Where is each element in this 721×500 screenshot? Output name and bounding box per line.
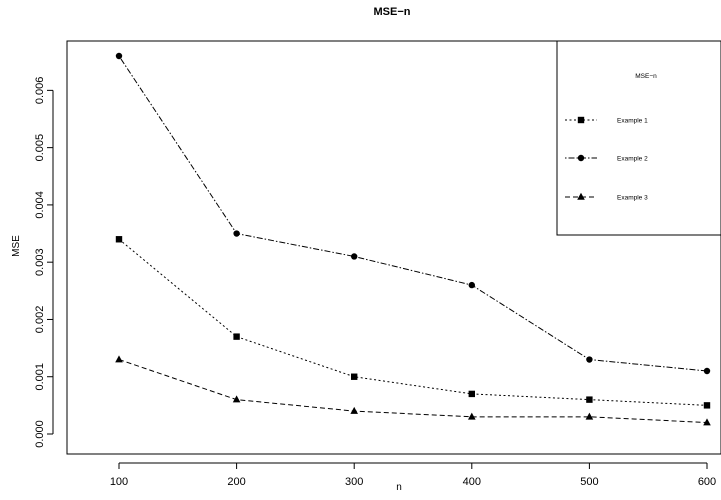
series-2 xyxy=(115,52,711,375)
y-tick-label: 0.003 xyxy=(34,248,46,276)
data-point xyxy=(468,281,475,289)
y-tick-label: 0.004 xyxy=(34,191,46,219)
data-point xyxy=(703,402,711,409)
data-point xyxy=(115,52,123,60)
legend-box xyxy=(556,40,721,236)
data-point xyxy=(703,418,711,426)
legend-item: Example 1 xyxy=(565,116,648,125)
series-line xyxy=(118,238,708,406)
x-tick-label: 200 xyxy=(227,476,245,488)
series-1 xyxy=(115,236,711,409)
x-tick-label: 600 xyxy=(698,476,716,488)
x-tick-label: 300 xyxy=(345,476,363,488)
legend-label: Example 3 xyxy=(617,195,648,202)
data-point xyxy=(585,412,594,420)
data-point xyxy=(468,390,475,398)
y-axis-label: MSE xyxy=(11,235,22,257)
y-tick-label: 0.006 xyxy=(34,77,46,105)
plot-frame xyxy=(66,40,721,455)
data-point xyxy=(586,396,593,403)
series-line xyxy=(118,359,708,424)
x-axis-label: n xyxy=(396,482,402,493)
y-tick-label: 0.001 xyxy=(34,363,46,391)
y-tick-label: 0.000 xyxy=(34,420,46,448)
data-point xyxy=(586,356,593,363)
y-tick-label: 0.002 xyxy=(34,306,46,334)
x-tick-label: 500 xyxy=(580,476,598,488)
data-point xyxy=(115,236,123,243)
x-tick-label: 400 xyxy=(463,476,481,488)
x-axis: 100 200 300 400 500 600 xyxy=(110,462,716,488)
series-layer xyxy=(115,52,711,426)
data-point xyxy=(468,412,476,420)
data-point xyxy=(703,367,711,375)
legend-item: Example 2 xyxy=(565,154,648,163)
data-point xyxy=(351,373,358,380)
y-axis: 0.000 0.001 0.002 0.003 0.004 0.005 0.006 xyxy=(34,77,54,448)
x-tick-label: 100 xyxy=(110,476,128,488)
y-tick-label: 0.005 xyxy=(34,134,46,162)
legend-marker xyxy=(577,116,585,124)
chart-title: MSE−n xyxy=(374,6,411,18)
data-point xyxy=(351,253,358,260)
data-point xyxy=(233,333,240,340)
data-point xyxy=(233,230,240,237)
legend-marker xyxy=(577,192,585,200)
data-point xyxy=(115,355,123,363)
data-point xyxy=(232,395,241,403)
legend-item: Example 3 xyxy=(565,192,648,202)
legend-label: Example 2 xyxy=(617,156,648,163)
legend-marker xyxy=(577,154,585,162)
legend-title: MSE−n xyxy=(635,73,657,80)
series-3 xyxy=(115,355,711,426)
series-line xyxy=(118,55,708,372)
data-point xyxy=(350,406,358,414)
legend: MSE−n Example 1 Example 2 Example 3 xyxy=(556,40,721,236)
legend-label: Example 1 xyxy=(617,118,648,125)
